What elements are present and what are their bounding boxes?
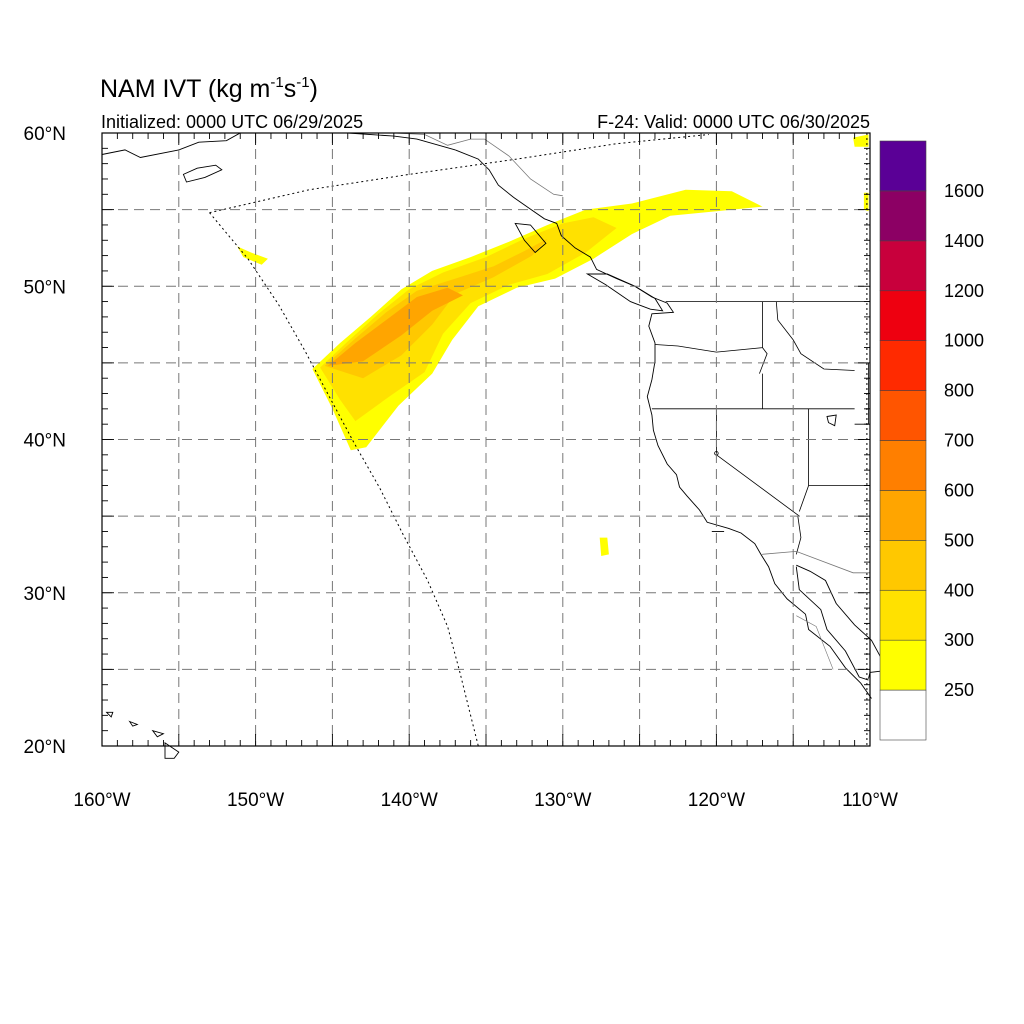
big-island-hawaii (164, 742, 180, 759)
colorbar-box (879, 639, 927, 691)
colorbar-label: 250 (944, 680, 974, 700)
lat-label: 40°N (24, 431, 66, 452)
map-frame (101, 132, 871, 747)
lon-axis-labels: 160°W 150°W 140°W 130°W 120°W 110°W (73, 790, 898, 811)
lat-label: 60°N (24, 124, 66, 145)
kauai-island (105, 711, 114, 718)
ivt-speck (863, 192, 869, 212)
lat-label: 20°N (24, 737, 66, 758)
lat-axis-labels: 60°N 50°N 40°N 30°N 20°N (24, 124, 66, 758)
lon-label: 130°W (534, 790, 591, 811)
colorbar-label: 1600 (944, 181, 984, 201)
colorbar-box (879, 290, 927, 341)
figure-title: NAM IVT (kg m-1s-1) (100, 74, 318, 103)
colorbar-box (879, 589, 927, 641)
pacific-coastline (455, 149, 872, 699)
ivt-speck (599, 537, 609, 556)
lat-label: 30°N (24, 584, 66, 605)
colorbar-box (879, 689, 927, 741)
lon-label: 120°W (688, 790, 745, 811)
domain-boundary-left (209, 212, 479, 747)
colorbar-box (879, 340, 927, 391)
baja-state-line (796, 615, 834, 670)
colorbar-label: 1000 (944, 331, 984, 351)
valid-time-label: F-24: Valid: 0000 UTC 06/30/2025 (597, 112, 870, 132)
colorbar: 250 300 400 500 600 700 800 1000 1200 1400 1600 (879, 140, 984, 741)
lon-label: 110°W (842, 790, 898, 811)
kodiak-island (182, 164, 223, 183)
ivt-speck (853, 134, 869, 147)
colorbar-label: 800 (944, 381, 974, 401)
lon-label: 160°W (73, 790, 130, 811)
id-or-snake (759, 347, 768, 374)
oahu-island (128, 720, 139, 727)
colorbar-box (879, 390, 927, 441)
ivt-speck (237, 246, 268, 265)
colorbar-label: 400 (944, 580, 974, 600)
colorbar-label: 700 (944, 431, 974, 451)
colorbar-label: 1200 (944, 281, 984, 301)
colorbar-label: 500 (944, 530, 974, 550)
ivt-contour-500 (327, 287, 463, 366)
map-plot-area (101, 132, 898, 759)
vancouver-island (585, 273, 664, 312)
axis-ticks (101, 132, 871, 747)
lon-label: 140°W (381, 790, 438, 811)
ivt-contour-300 (320, 217, 617, 422)
haida-gwaii (514, 222, 547, 254)
alaska-canada-border (393, 132, 563, 197)
maui-island (151, 729, 165, 738)
ivt-plume (237, 134, 869, 556)
colorbar-box (879, 540, 927, 591)
domain-boundary-top (209, 134, 709, 214)
colorbar-label: 600 (944, 480, 974, 500)
init-time-label: Initialized: 0000 UTC 06/29/2025 (101, 112, 363, 132)
us-mexico-border (760, 550, 870, 574)
wa-or-border (654, 301, 763, 353)
colorbar-box (879, 190, 927, 242)
colorbar-box (879, 240, 927, 292)
colorbar-box (879, 140, 927, 192)
lat-label: 50°N (24, 277, 66, 298)
id-mt-border (775, 301, 855, 371)
great-salt-lake (826, 414, 837, 427)
lat-lon-grid (102, 133, 870, 746)
baja-inner-coast (795, 566, 869, 681)
lon-label: 150°W (227, 790, 284, 811)
ca-az-border (795, 516, 802, 555)
colorbar-label: 1400 (944, 231, 984, 251)
colorbar-label: 300 (944, 630, 974, 650)
colorbar-box (879, 490, 927, 541)
colorbar-box (879, 440, 927, 491)
